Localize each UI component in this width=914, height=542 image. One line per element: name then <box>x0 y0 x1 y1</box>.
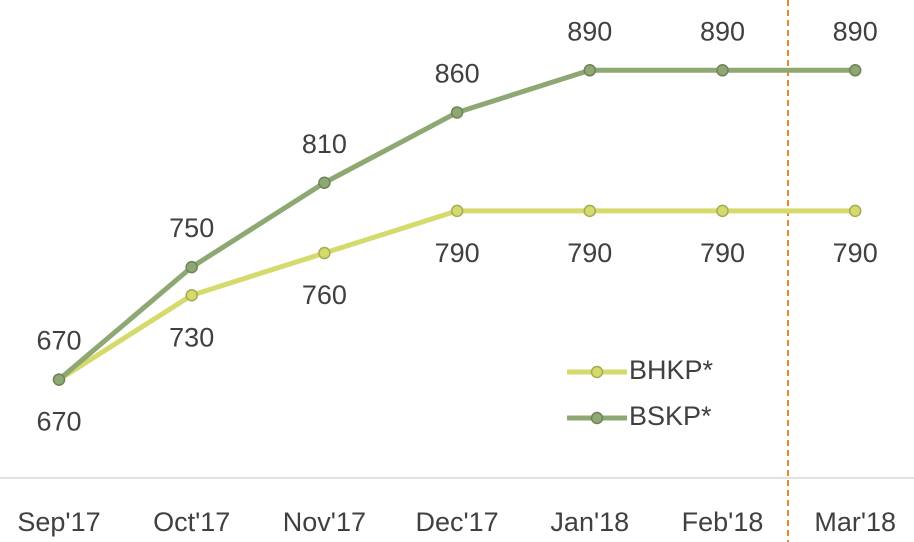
data-label: 890 <box>700 16 745 46</box>
data-label: 670 <box>36 407 81 437</box>
x-tick-label: Feb'18 <box>682 507 764 537</box>
data-label: 890 <box>567 16 612 46</box>
x-tick-label: Jan'18 <box>550 507 629 537</box>
data-point <box>185 260 198 274</box>
x-tick-label: Dec'17 <box>415 507 498 537</box>
x-tick-label: Oct'17 <box>153 507 230 537</box>
data-point <box>583 204 597 218</box>
legend-label: BHKP* <box>629 355 714 385</box>
data-label: 790 <box>567 238 612 268</box>
data-label: 810 <box>302 129 347 159</box>
data-label: 860 <box>435 59 480 89</box>
data-label: 790 <box>700 238 745 268</box>
data-point <box>583 64 597 77</box>
data-point <box>450 106 464 119</box>
legend-marker <box>590 411 604 425</box>
data-point <box>185 288 198 302</box>
data-label: 760 <box>302 280 347 310</box>
data-label: 750 <box>169 213 214 243</box>
legend-label: BSKP* <box>629 401 712 431</box>
x-tick-label: Sep'17 <box>17 507 100 537</box>
data-point <box>848 64 862 77</box>
data-point <box>52 373 66 386</box>
data-point <box>848 204 862 218</box>
data-point <box>716 64 729 77</box>
data-point <box>318 246 331 260</box>
data-label: 790 <box>833 238 878 268</box>
x-tick-label: Mar'18 <box>814 507 896 537</box>
data-label: 790 <box>435 238 480 268</box>
data-point <box>716 204 729 218</box>
data-label: 670 <box>36 326 81 356</box>
data-point <box>318 176 331 190</box>
data-point <box>450 204 464 218</box>
x-tick-label: Nov'17 <box>283 507 366 537</box>
legend-marker <box>590 365 604 379</box>
data-label: 890 <box>833 16 878 46</box>
data-label: 730 <box>169 322 214 352</box>
